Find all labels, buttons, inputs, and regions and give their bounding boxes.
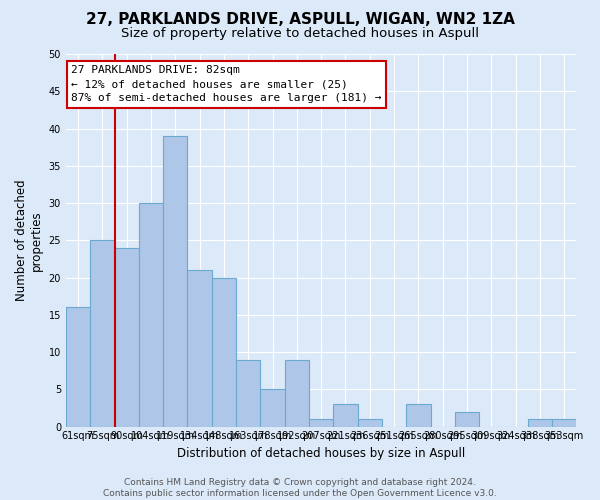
Bar bbox=[455, 412, 479, 426]
Bar bbox=[334, 404, 358, 426]
Bar bbox=[528, 419, 552, 426]
Text: 27 PARKLANDS DRIVE: 82sqm
← 12% of detached houses are smaller (25)
87% of semi-: 27 PARKLANDS DRIVE: 82sqm ← 12% of detac… bbox=[71, 65, 382, 103]
Bar bbox=[66, 308, 90, 426]
Text: Size of property relative to detached houses in Aspull: Size of property relative to detached ho… bbox=[121, 28, 479, 40]
Text: Contains HM Land Registry data © Crown copyright and database right 2024.
Contai: Contains HM Land Registry data © Crown c… bbox=[103, 478, 497, 498]
Bar bbox=[90, 240, 115, 426]
X-axis label: Distribution of detached houses by size in Aspull: Distribution of detached houses by size … bbox=[177, 447, 466, 460]
Bar bbox=[236, 360, 260, 426]
Bar bbox=[309, 419, 334, 426]
Y-axis label: Number of detached
properties: Number of detached properties bbox=[15, 180, 43, 301]
Text: 27, PARKLANDS DRIVE, ASPULL, WIGAN, WN2 1ZA: 27, PARKLANDS DRIVE, ASPULL, WIGAN, WN2 … bbox=[86, 12, 514, 28]
Bar bbox=[552, 419, 577, 426]
Bar bbox=[163, 136, 187, 426]
Bar bbox=[406, 404, 431, 426]
Bar bbox=[115, 248, 139, 426]
Bar bbox=[139, 203, 163, 426]
Bar bbox=[358, 419, 382, 426]
Bar bbox=[187, 270, 212, 426]
Bar bbox=[285, 360, 309, 426]
Bar bbox=[260, 390, 285, 426]
Bar bbox=[212, 278, 236, 426]
